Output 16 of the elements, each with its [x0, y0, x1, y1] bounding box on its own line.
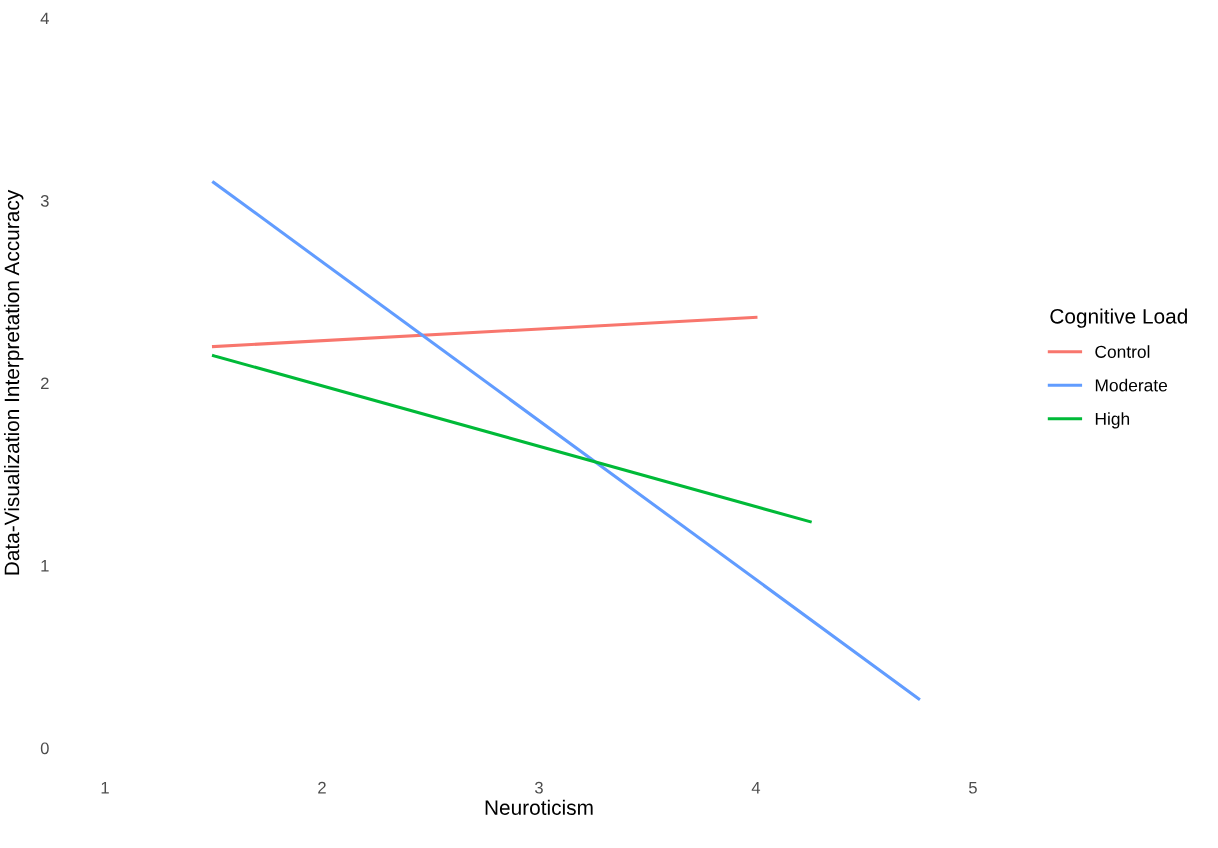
x-tick-label: 3: [534, 781, 543, 794]
legend-title: Cognitive Load: [1050, 308, 1187, 328]
y-tick-label: 4: [40, 12, 49, 25]
y-tick-label: 0: [40, 742, 49, 755]
y-tick-label: 1: [41, 560, 49, 572]
x-tick-label: 1: [101, 781, 109, 794]
x-axis-title: Neuroticism: [485, 799, 593, 815]
x-tick-label: 5: [968, 781, 977, 794]
legend-label: Control: [1095, 345, 1150, 358]
legend-label: Moderate: [1095, 378, 1168, 392]
y-tick-label: 2: [41, 377, 49, 390]
y-axis-title: Data-Visualization Interpretation Accuracy: [3, 189, 24, 575]
y-tick-label: 3: [40, 194, 49, 207]
x-tick-label: 2: [318, 781, 326, 794]
legend-label: High: [1095, 412, 1130, 429]
x-tick-label: 4: [751, 781, 761, 794]
